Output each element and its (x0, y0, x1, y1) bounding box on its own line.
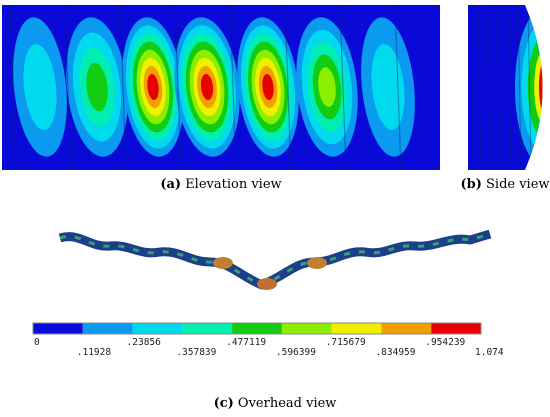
contour-band (262, 74, 274, 100)
hotspot (307, 257, 327, 269)
caption-b: (b) Side view (460, 177, 549, 192)
contour-band (527, 35, 543, 139)
colorbar-swatch (182, 323, 233, 334)
caption-label: (c) (214, 396, 234, 411)
colorbar-label: 0 (34, 337, 40, 348)
caption-text: Elevation view (185, 177, 281, 192)
panel-seam (507, 5, 512, 170)
colorbar-swatch (331, 323, 382, 334)
hotspot (257, 278, 277, 290)
colorbar-swatch (132, 323, 183, 334)
contour-band (200, 74, 214, 100)
panel-seam (477, 5, 482, 170)
contour-band (86, 62, 108, 112)
contour-band (147, 74, 159, 100)
panel-seam (394, 5, 402, 170)
colorbar-swatch (431, 323, 481, 334)
colorbar-swatch (232, 323, 282, 334)
caption-c: (c) Overhead view (214, 396, 337, 411)
panel-seam (527, 5, 532, 170)
panel-seam (517, 5, 522, 170)
panel-seam (9, 5, 17, 170)
contour-band (318, 67, 336, 107)
caption-text: Side view (486, 177, 550, 192)
panel-seam (64, 5, 72, 170)
panel-seam (497, 5, 502, 170)
colorbar-label: .834959 (375, 347, 415, 358)
colorbar-label: 1.074 (475, 347, 504, 358)
side-contour (468, 5, 543, 170)
colorbar-label: .23856 (127, 337, 162, 348)
colorbar-frame (32, 322, 482, 335)
panel-seam (119, 5, 127, 170)
colorbar-label: .596399 (276, 347, 316, 358)
colorbar-swatch (82, 323, 133, 334)
panel-seam (174, 5, 182, 170)
colorbar-label: .357839 (176, 347, 216, 358)
colorbar-swatch (381, 323, 432, 334)
panel-seam (339, 5, 347, 170)
colorbar-swatch (281, 323, 332, 334)
elevation-contour (2, 5, 440, 170)
caption-text: Overhead view (238, 396, 337, 411)
caption-a: (a) Elevation view (160, 177, 281, 192)
colorbar-label: .715679 (326, 337, 366, 348)
contour-band (23, 44, 57, 130)
colorbar-label: .954239 (425, 337, 465, 348)
panel-seam (487, 5, 492, 170)
overhead-view (58, 229, 492, 290)
panel-seam (284, 5, 292, 170)
panel-seam (229, 5, 237, 170)
colorbar-label: .11928 (77, 347, 112, 358)
caption-label: (b) (460, 177, 481, 192)
contour-band (371, 44, 405, 130)
colorbar-swatch (33, 323, 83, 334)
caption-label: (a) (160, 177, 181, 192)
hotspot (213, 257, 233, 269)
colorbar: 0 .11928 .23856 .357839 .477119 .596399 .71567… (32, 322, 504, 358)
contour-band (534, 49, 543, 125)
colorbar-label: .477119 (226, 337, 266, 348)
